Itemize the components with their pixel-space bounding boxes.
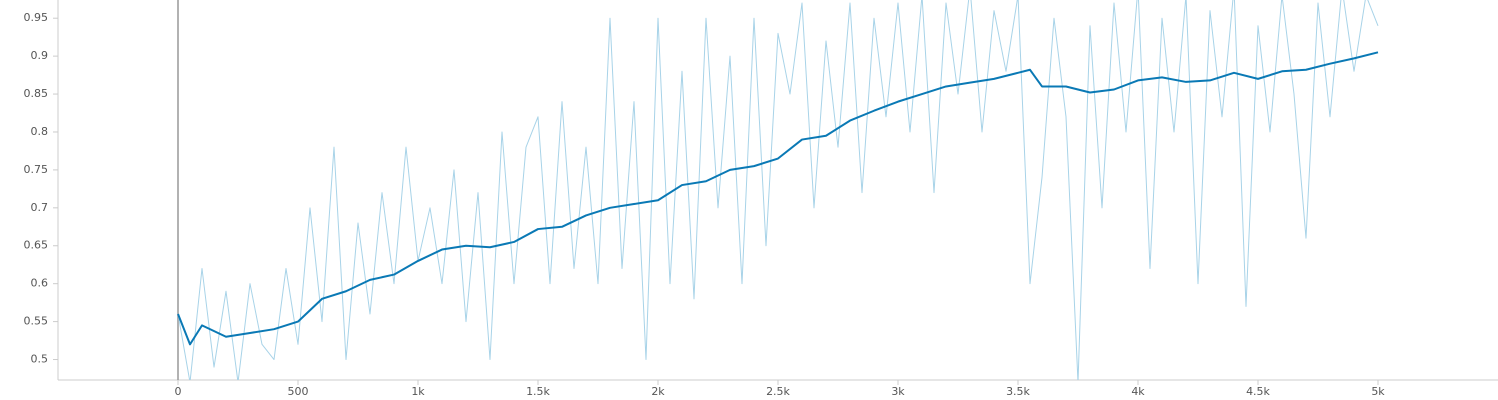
y-tick-label: 0.85 xyxy=(24,87,49,100)
x-tick-label: 5k xyxy=(1371,385,1385,398)
x-tick-label: 1.5k xyxy=(526,385,550,398)
y-tick-label: 0.55 xyxy=(24,315,49,328)
x-tick-label: 0 xyxy=(175,385,182,398)
x-tick-label: 4k xyxy=(1131,385,1145,398)
x-tick-label: 500 xyxy=(288,385,309,398)
y-tick-label: 0.9 xyxy=(31,49,49,62)
y-tick-label: 0.75 xyxy=(24,163,49,176)
y-tick-label: 0.65 xyxy=(24,239,49,252)
x-tick-label: 4.5k xyxy=(1246,385,1270,398)
y-tick-label: 0.95 xyxy=(24,11,49,24)
plot-area xyxy=(177,0,1379,380)
raw-line xyxy=(177,0,1379,380)
y-tick-label: 0.8 xyxy=(31,125,49,138)
y-tick-label: 0.6 xyxy=(31,277,49,290)
x-tick-label: 2k xyxy=(651,385,665,398)
x-tick-label: 2.5k xyxy=(766,385,790,398)
y-tick-label: 0.7 xyxy=(31,201,49,214)
smoothed-line xyxy=(177,51,1379,346)
y-tick-label: 0.5 xyxy=(31,353,49,366)
x-tick-label: 1k xyxy=(411,385,425,398)
x-tick-label: 3k xyxy=(891,385,905,398)
x-tick-label: 3.5k xyxy=(1006,385,1030,398)
